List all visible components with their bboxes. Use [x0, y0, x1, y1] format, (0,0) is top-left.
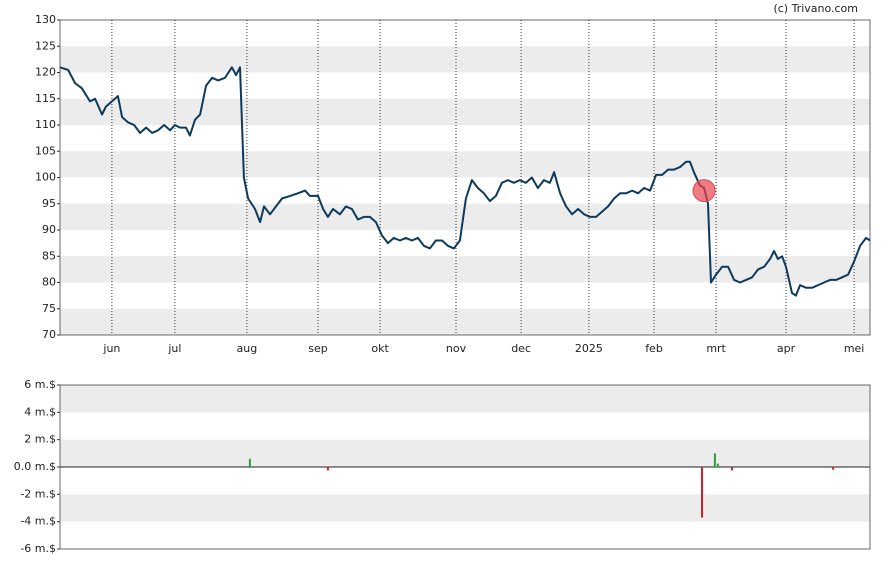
stripe	[60, 439, 870, 467]
y-tick-label: 125	[35, 39, 56, 52]
stripe	[60, 98, 870, 125]
bar	[326, 467, 329, 471]
stripe	[60, 308, 870, 335]
credit: (c) Trivano.com	[773, 2, 858, 15]
y-tick-label: 75	[42, 302, 56, 315]
y-tick-label: 80	[42, 276, 56, 289]
x-tick-label: sep	[308, 342, 327, 355]
stripe	[60, 256, 870, 283]
x-tick-label: nov	[446, 342, 467, 355]
stripe	[60, 385, 870, 413]
y-tick-label: -4 m.$	[20, 515, 56, 528]
y-tick-label: 110	[35, 118, 56, 131]
y-tick-label: -6 m.$	[20, 542, 56, 555]
y-tick-label: 4 m.$	[24, 405, 56, 418]
bar	[701, 467, 703, 518]
y-tick-label: 70	[42, 328, 56, 341]
y-tick-label: -2 m.$	[20, 487, 56, 500]
plot-frame	[59, 384, 871, 550]
y-tick-label: 100	[35, 171, 56, 184]
stripe	[60, 151, 870, 178]
x-tick-label: mei	[844, 342, 865, 355]
y-tick-label: 85	[42, 249, 56, 262]
marker	[692, 179, 716, 203]
x-tick-label: dec	[511, 342, 531, 355]
x-tick-label: mrt	[706, 342, 726, 355]
y-tick-label: 130	[35, 13, 56, 26]
bar	[248, 458, 251, 467]
y-tick-label: 115	[35, 92, 56, 105]
y-tick-label: 120	[35, 66, 56, 79]
x-tick-label: 2025	[575, 342, 603, 355]
x-tick-label: feb	[645, 342, 663, 355]
y-tick-label: 0.0 m.$	[14, 460, 56, 473]
x-tick-label: apr	[777, 342, 796, 355]
bar	[832, 467, 835, 470]
y-tick-label: 90	[42, 223, 56, 236]
stripe	[60, 46, 870, 73]
price-line	[59, 66, 871, 297]
stripe	[60, 494, 870, 522]
y-tick-label: 105	[35, 144, 56, 157]
plot-frame	[59, 19, 871, 336]
bar	[713, 453, 716, 467]
y-tick-label: 2 m.$	[24, 433, 56, 446]
y-tick-label: 6 m.$	[24, 378, 56, 391]
x-tick-label: jul	[167, 342, 181, 355]
bar	[731, 467, 733, 471]
x-tick-label: okt	[371, 342, 389, 355]
bar	[716, 463, 719, 467]
x-tick-label: aug	[237, 342, 258, 355]
x-tick-label: jun	[102, 342, 120, 355]
y-tick-label: 95	[42, 197, 56, 210]
